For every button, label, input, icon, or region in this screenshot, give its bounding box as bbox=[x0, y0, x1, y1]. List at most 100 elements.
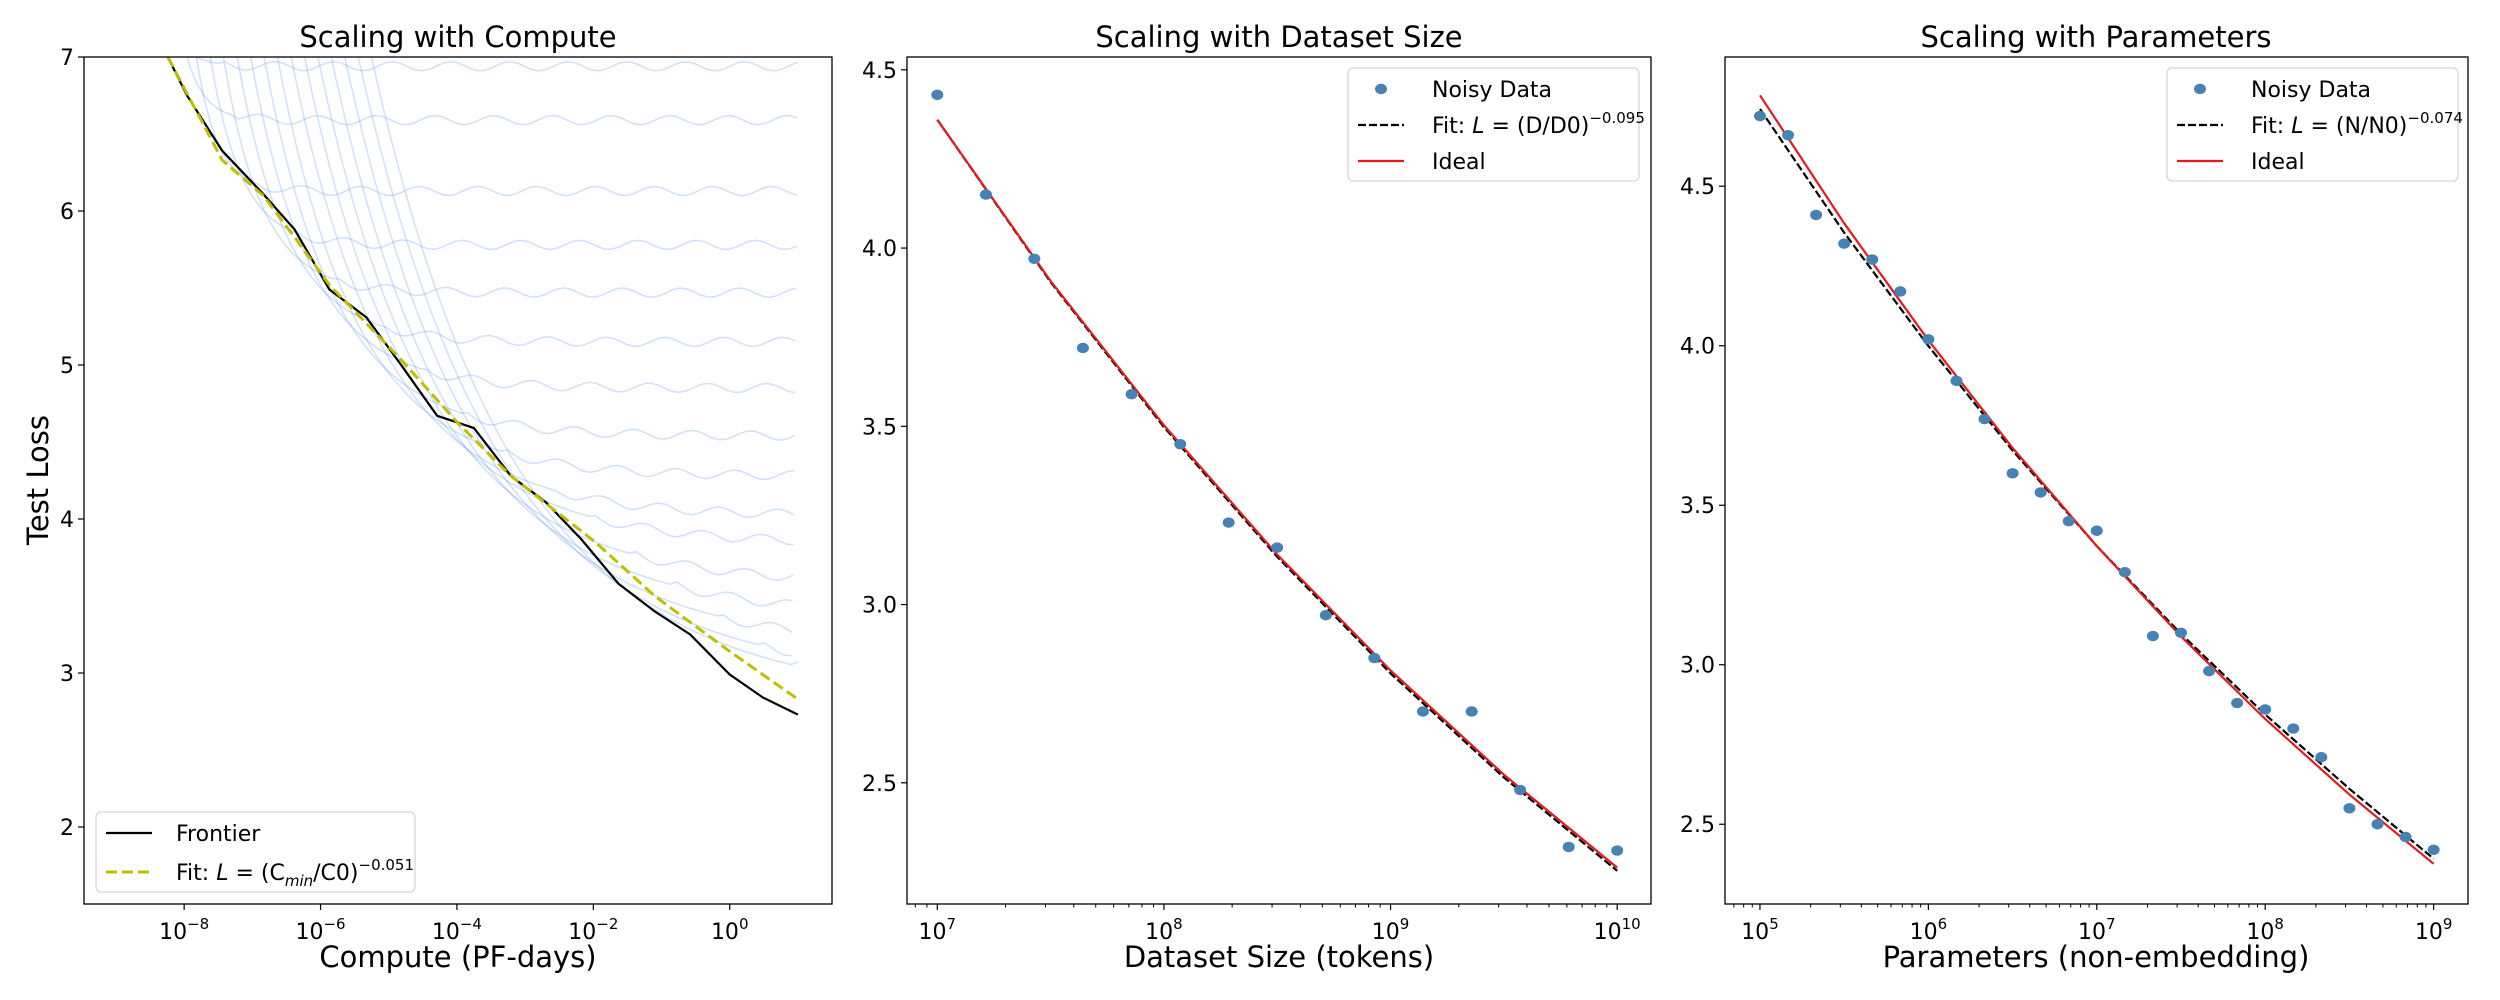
tick-base: 10 bbox=[159, 920, 187, 945]
y-tick-label: 4.5 bbox=[1680, 175, 1715, 200]
x-tick-label: 107 bbox=[919, 915, 957, 945]
tick-base: 10 bbox=[711, 920, 739, 945]
axes-frame bbox=[83, 56, 833, 905]
training-run-line bbox=[195, 57, 799, 72]
y-tick-label: 3.0 bbox=[1680, 654, 1715, 679]
x-axis-label: Parameters (non-embedding) bbox=[1883, 940, 2310, 974]
legend-math-exponent: −0.095 bbox=[1589, 109, 1645, 127]
tick-base: 10 bbox=[2078, 920, 2106, 945]
data-point bbox=[1076, 342, 1089, 354]
training-run-line bbox=[186, 57, 798, 126]
data-point bbox=[2090, 525, 2103, 536]
x-tick-label: 10−8 bbox=[159, 915, 209, 945]
y-tick-label: 4.5 bbox=[862, 59, 897, 84]
legend-math-exponent: −0.051 bbox=[359, 856, 415, 874]
data-point bbox=[1174, 438, 1187, 450]
legend-label-ideal: Ideal bbox=[2251, 150, 2305, 175]
x-tick-label: 108 bbox=[2246, 915, 2284, 945]
tick-exponent: 9 bbox=[1400, 915, 1410, 933]
y-axis-label: Test Loss bbox=[21, 415, 55, 546]
chart-title: Scaling with Dataset Size bbox=[1095, 20, 1462, 54]
fit-line bbox=[166, 57, 799, 701]
data-point bbox=[1222, 517, 1235, 528]
panel-compute: Scaling with Compute Compute (PF-days) T… bbox=[21, 20, 833, 974]
legend-math-subscript: min bbox=[285, 872, 313, 890]
data-point bbox=[1416, 706, 1429, 717]
tick-exponent: 6 bbox=[1938, 915, 1948, 933]
tick-exponent: −2 bbox=[596, 915, 618, 933]
legend-marker-points bbox=[1375, 83, 1387, 95]
y-tick-label: 7 bbox=[60, 46, 74, 71]
data-point bbox=[979, 189, 992, 200]
legend-box bbox=[1347, 67, 1640, 182]
x-tick-label: 10−6 bbox=[295, 915, 345, 945]
legend-math-lhs: L bbox=[216, 861, 228, 886]
data-point bbox=[2343, 803, 2356, 814]
training-run-line bbox=[290, 57, 795, 519]
training-run-line bbox=[249, 57, 796, 394]
data-point bbox=[1465, 706, 1478, 717]
tick-exponent: 7 bbox=[947, 915, 957, 933]
legend: Noisy Data Fit: L = (N/N0)−0.074 Ideal bbox=[2166, 67, 2463, 182]
data-point bbox=[1562, 841, 1575, 853]
y-tick-label: 4.0 bbox=[1680, 335, 1715, 360]
legend-label-points: Noisy Data bbox=[1432, 78, 1552, 103]
data-point bbox=[2118, 567, 2131, 578]
training-run-line bbox=[195, 57, 798, 197]
legend-label-ideal: Ideal bbox=[1432, 150, 1486, 175]
data-point bbox=[2259, 704, 2272, 715]
legend-box bbox=[2166, 67, 2459, 182]
y-tick-label: 3.0 bbox=[862, 594, 897, 619]
data-point bbox=[2231, 697, 2244, 709]
x-tick-label: 105 bbox=[1741, 915, 1779, 945]
x-axis-label: Compute (PF-days) bbox=[319, 940, 596, 974]
data-point bbox=[1922, 334, 1935, 345]
tick-base: 10 bbox=[1741, 920, 1769, 945]
legend-box bbox=[95, 811, 416, 893]
x-tick-label: 106 bbox=[1910, 915, 1948, 945]
data-point bbox=[1978, 413, 1991, 425]
data-point bbox=[2427, 844, 2440, 855]
tick-base: 10 bbox=[295, 920, 323, 945]
y-tick-label: 2.5 bbox=[1680, 813, 1715, 838]
data-point bbox=[1894, 286, 1907, 297]
training-run-line bbox=[236, 57, 796, 348]
axes-frame bbox=[1724, 56, 2469, 905]
tick-exponent: 10 bbox=[1622, 915, 1641, 933]
tick-exponent: 8 bbox=[2274, 915, 2284, 933]
training-run-line bbox=[357, 57, 792, 657]
training-run-line bbox=[276, 57, 795, 481]
data-point bbox=[1950, 375, 1963, 387]
y-tick-label: 2.5 bbox=[862, 772, 897, 797]
legend-label-fit: Fit: L = (Cmin/C0)−0.051 bbox=[176, 856, 414, 890]
legend-label-fit: Fit: L = (D/D0)−0.095 bbox=[1432, 109, 1645, 139]
tick-base: 10 bbox=[568, 920, 596, 945]
legend-math-rest: /C0) bbox=[313, 861, 358, 886]
data-point bbox=[1611, 845, 1624, 856]
data-point bbox=[2146, 630, 2159, 642]
tick-exponent: 5 bbox=[1769, 915, 1779, 933]
data-point bbox=[1782, 129, 1795, 141]
legend-math-eq: = (N/N0) bbox=[2303, 114, 2407, 139]
legend-math-lhs: L bbox=[2291, 114, 2303, 139]
plot-area bbox=[1753, 94, 2440, 865]
data-point bbox=[2034, 487, 2047, 498]
tick-exponent: 0 bbox=[739, 915, 749, 933]
legend-prefix: Fit: bbox=[1432, 114, 1472, 139]
data-point bbox=[1271, 542, 1284, 553]
tick-base: 10 bbox=[1145, 920, 1173, 945]
data-point bbox=[1028, 253, 1041, 264]
x-axis-label: Dataset Size (tokens) bbox=[1124, 940, 1434, 974]
x-tick-label: 1010 bbox=[1594, 915, 1641, 945]
y-tick-label: 3.5 bbox=[1680, 494, 1715, 519]
y-tick-label: 6 bbox=[60, 200, 74, 225]
legend-marker-points bbox=[2194, 83, 2206, 95]
tick-base: 10 bbox=[1372, 920, 1400, 945]
legend-label-frontier: Frontier bbox=[176, 822, 261, 847]
data-point bbox=[2287, 723, 2300, 734]
tick-base: 10 bbox=[2415, 920, 2443, 945]
ideal-line bbox=[936, 119, 1618, 869]
axes-frame bbox=[906, 56, 1652, 905]
x-tick-label: 108 bbox=[1145, 915, 1183, 945]
tick-exponent: −6 bbox=[323, 915, 345, 933]
